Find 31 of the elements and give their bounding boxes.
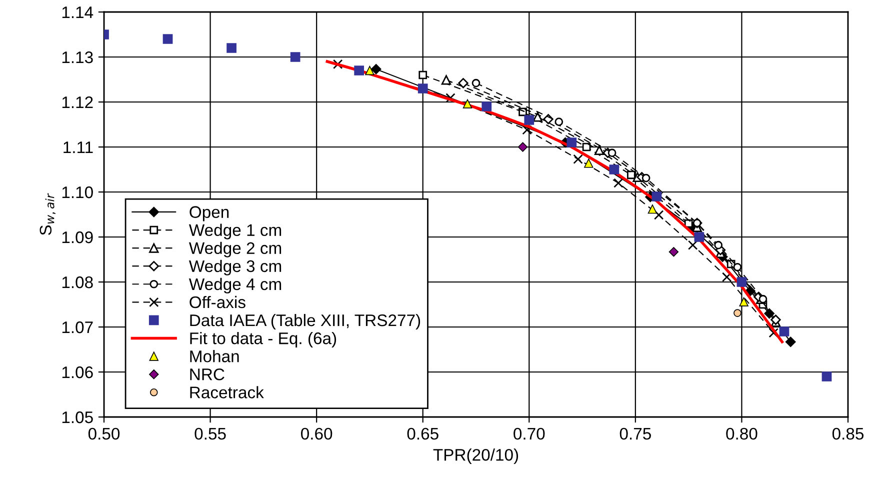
- legend-label: Racetrack: [190, 386, 264, 398]
- y-tick-label: 1.06: [62, 366, 93, 378]
- x-tick-label: 0.65: [407, 428, 438, 440]
- y-tick-label: 1.08: [62, 276, 93, 288]
- x-tick-label: 0.55: [194, 428, 226, 440]
- legend-label: Wedge 2 cm: [188, 242, 282, 258]
- y-axis-title: S$_{w,air}$: [40, 193, 56, 235]
- legend-label: Open: [190, 206, 229, 222]
- x-tick-label: 0.80: [726, 428, 758, 440]
- legend-label: Mohan: [190, 350, 239, 362]
- x-axis-title: TPR(20/10): [433, 448, 518, 464]
- y-tick-label: 1.14: [62, 6, 94, 18]
- x-tick-label: 0.60: [301, 428, 332, 440]
- y-tick-label: 1.07: [62, 321, 93, 334]
- x-tick-label: 0.50: [88, 428, 120, 440]
- legend-label: Wedge 3 cm: [188, 260, 282, 276]
- legend-label: Fit to data - Eq. (6a): [190, 332, 336, 348]
- legend-label: Off-axis: [190, 296, 246, 308]
- x-tick-label: 0.85: [832, 428, 864, 440]
- y-tick-label: 1.05: [62, 411, 93, 424]
- x-tick-label: 0.75: [620, 428, 651, 440]
- legend-label: Data IAEA (Table XIII, TRS277): [190, 314, 420, 330]
- x-tick-label: 0.70: [514, 428, 545, 440]
- legend-label: Wedge 4 cm: [188, 278, 282, 294]
- legend-label: NRC: [190, 368, 224, 380]
- y-tick-label: 1.13: [62, 51, 93, 64]
- legend-label: Wedge 1 cm: [188, 224, 282, 240]
- y-tick-label: 1.12: [62, 96, 93, 108]
- y-tick-label: 1.11: [64, 142, 93, 154]
- y-tick-label: 1.10: [62, 186, 93, 198]
- y-tick-label: 1.09: [62, 231, 93, 244]
